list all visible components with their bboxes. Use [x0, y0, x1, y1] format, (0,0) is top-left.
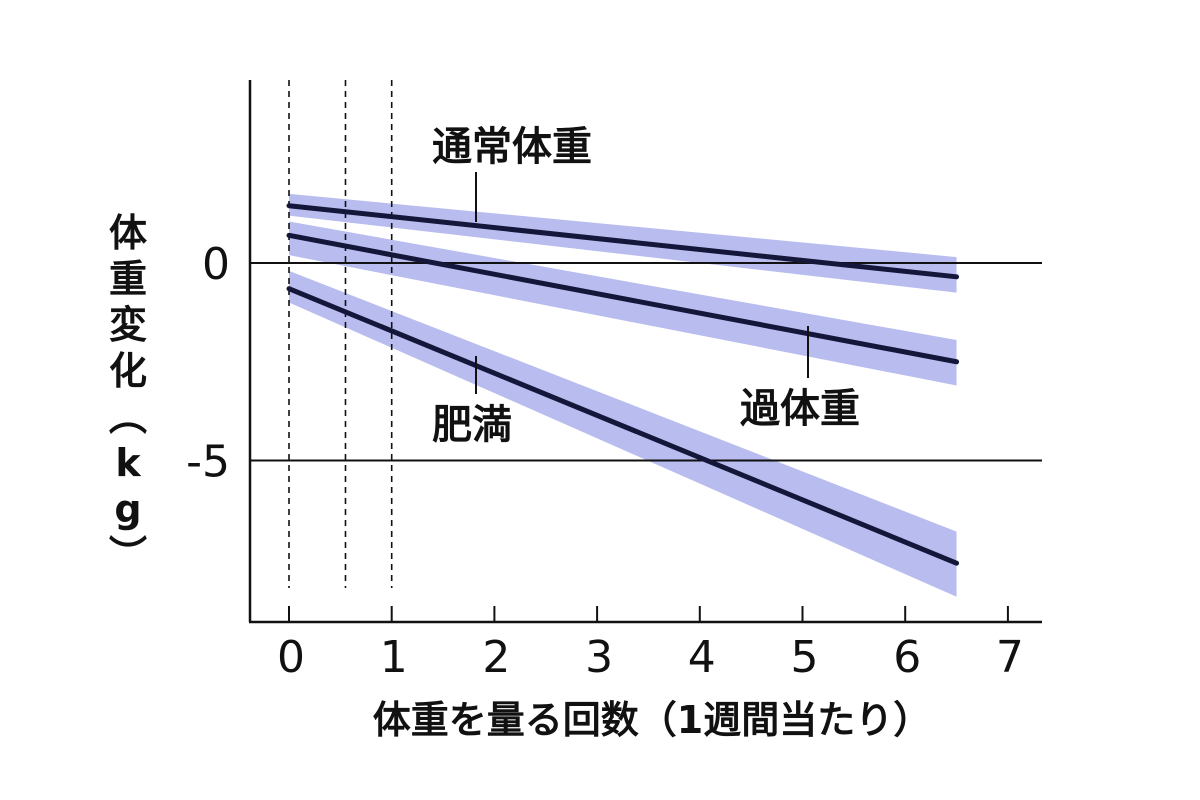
y-axis-title-char: 重 [109, 257, 147, 301]
y-axis-title-char: 化 [109, 349, 147, 393]
series-lines [286, 203, 960, 566]
y-axis-title-char: ︵ [109, 395, 147, 439]
y-axis-title: 体重変化︵ k g ︶ [109, 211, 147, 577]
x-tick-label-2: 2 [482, 632, 510, 683]
y-axis-title-char: g [114, 487, 141, 531]
x-tick-label-4: 4 [688, 632, 716, 683]
y-tick-label--5: -5 [186, 437, 230, 488]
x-tick-label-3: 3 [585, 632, 613, 683]
series-label-3: 肥満 [432, 402, 512, 448]
series-line-3 [286, 286, 960, 566]
y-axis-title-char: 体 [109, 211, 147, 255]
reference-lines [250, 80, 1042, 588]
x-axis-title: 体重を量る回数（1週間当たり） [373, 698, 931, 742]
x-tick-label-6: 6 [893, 632, 921, 683]
x-tick-label-1: 1 [380, 632, 408, 683]
confidence-band-3 [289, 270, 957, 597]
x-tick-label-5: 5 [791, 632, 819, 683]
y-axis-title-char: 変 [109, 303, 147, 347]
x-tick-label-0: 0 [277, 632, 305, 683]
y-axis-title-char: ︶ [109, 533, 147, 577]
series-label-1: 通常体重 [432, 124, 592, 170]
series-line-1 [286, 203, 960, 280]
series-label-2: 過体重 [740, 386, 860, 432]
y-tick-label-0: 0 [202, 239, 230, 290]
axes: 0 1 2 3 4 5 6 7 0 -5 [186, 80, 1042, 683]
y-axis-title-char: k [115, 441, 141, 485]
series-line-2 [286, 232, 960, 365]
x-tick-label-7: 7 [996, 632, 1024, 683]
